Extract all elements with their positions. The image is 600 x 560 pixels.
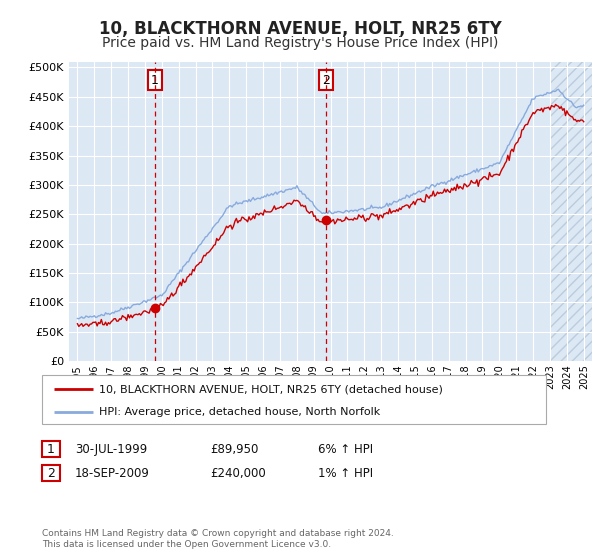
Text: 30-JUL-1999: 30-JUL-1999 [75,442,147,456]
Text: £89,950: £89,950 [210,442,259,456]
Text: £240,000: £240,000 [210,466,266,480]
Text: 1: 1 [47,442,55,456]
Bar [550,62,592,361]
Bar [550,62,592,361]
Text: 1: 1 [151,73,158,87]
Text: 2: 2 [322,73,330,87]
Text: 1% ↑ HPI: 1% ↑ HPI [318,466,373,480]
Text: 18-SEP-2009: 18-SEP-2009 [75,466,150,480]
Text: 10, BLACKTHORN AVENUE, HOLT, NR25 6TY (detached house): 10, BLACKTHORN AVENUE, HOLT, NR25 6TY (d… [99,384,443,394]
Text: Price paid vs. HM Land Registry's House Price Index (HPI): Price paid vs. HM Land Registry's House … [102,36,498,50]
Text: 2: 2 [47,466,55,480]
Text: HPI: Average price, detached house, North Norfolk: HPI: Average price, detached house, Nort… [99,407,380,417]
Text: 6% ↑ HPI: 6% ↑ HPI [318,442,373,456]
Text: 10, BLACKTHORN AVENUE, HOLT, NR25 6TY: 10, BLACKTHORN AVENUE, HOLT, NR25 6TY [98,20,502,38]
Text: Contains HM Land Registry data © Crown copyright and database right 2024.
This d: Contains HM Land Registry data © Crown c… [42,529,394,549]
